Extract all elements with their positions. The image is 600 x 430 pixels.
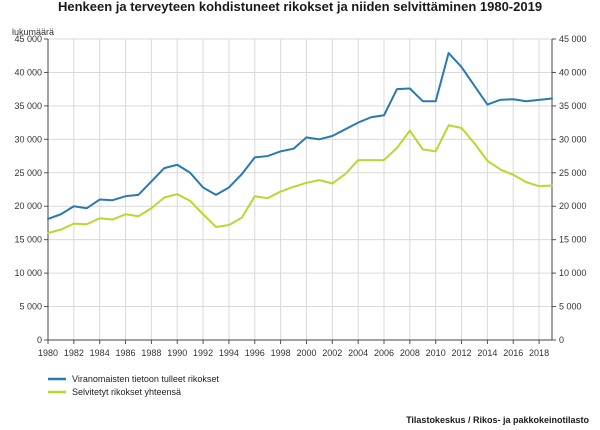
x-tick-label: 2010	[426, 348, 446, 358]
y-tick-label-right: 5 000	[559, 302, 582, 312]
axes: 0 0 5 000 5 000 10 000 10 000 15 000 15 000 20 0…	[14, 34, 586, 358]
y-tick-label-right: 30 000	[559, 134, 587, 144]
y-tick-label-left: 5 000	[19, 302, 42, 312]
y-tick-label-right: 0	[559, 335, 564, 345]
x-tick-label: 1998	[271, 348, 291, 358]
series-lines	[47, 52, 553, 234]
y-axis-unit-label: lukumäärä	[12, 27, 54, 37]
y-tick-label-right: 10 000	[559, 268, 587, 278]
x-tick-label: 2004	[348, 348, 368, 358]
x-tick-label: 1994	[219, 348, 239, 358]
x-tick-label: 1984	[90, 348, 110, 358]
y-tick-label-right: 45 000	[559, 34, 587, 44]
y-tick-label-left: 15 000	[14, 235, 42, 245]
legend-label-series-2: Selvitetyt rikokset yhteensä	[72, 387, 181, 397]
y-tick-label-left: 45 000	[14, 34, 42, 44]
y-tick-label-left: 35 000	[14, 101, 42, 111]
x-tick-label: 2002	[322, 348, 342, 358]
y-tick-label-right: 40 000	[559, 67, 587, 77]
gridlines	[47, 38, 552, 341]
y-tick-label-right: 35 000	[559, 101, 587, 111]
y-tick-label-left: 30 000	[14, 134, 42, 144]
x-tick-label: 2018	[529, 348, 549, 358]
x-tick-label: 1992	[193, 348, 213, 358]
x-tick-label: 1988	[141, 348, 161, 358]
legend-label-series-1: Viranomaisten tietoon tulleet rikokset	[72, 374, 219, 384]
y-tick-label-left: 25 000	[14, 168, 42, 178]
x-tick-label: 1996	[245, 348, 265, 358]
y-tick-label-left: 20 000	[14, 201, 42, 211]
x-tick-label: 2016	[503, 348, 523, 358]
y-tick-label-right: 15 000	[559, 235, 587, 245]
x-tick-label: 2014	[477, 348, 497, 358]
x-tick-label: 1980	[38, 348, 58, 358]
x-tick-label: 2006	[374, 348, 394, 358]
series-line-1	[47, 52, 553, 220]
y-tick-label-right: 20 000	[559, 201, 587, 211]
series-line-2	[47, 124, 553, 234]
x-tick-label: 2012	[452, 348, 472, 358]
x-tick-label: 2008	[400, 348, 420, 358]
x-tick-label: 1982	[64, 348, 84, 358]
chart-title: Henkeen ja terveyteen kohdistuneet rikok…	[58, 0, 542, 14]
y-tick-label-left: 10 000	[14, 268, 42, 278]
y-tick-label-left: 40 000	[14, 67, 42, 77]
x-tick-label: 1986	[116, 348, 136, 358]
x-tick-label: 1990	[167, 348, 187, 358]
y-tick-label-right: 25 000	[559, 168, 587, 178]
source-note: Tilastokeskus / Rikos- ja pakkokeinotila…	[406, 415, 589, 425]
x-tick-label: 2000	[296, 348, 316, 358]
y-tick-label-left: 0	[37, 335, 42, 345]
legend: Viranomaisten tietoon tulleet rikokset S…	[48, 374, 219, 397]
